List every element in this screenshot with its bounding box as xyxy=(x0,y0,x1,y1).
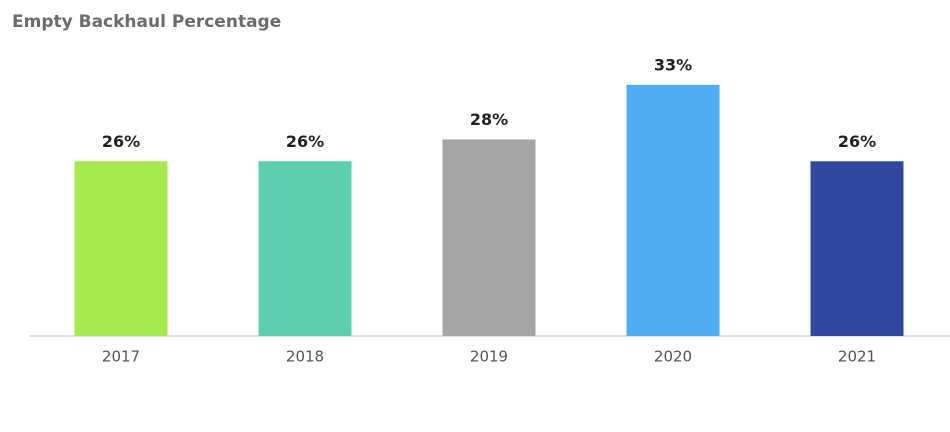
x-tick-label: 2018 xyxy=(286,348,324,366)
x-tick-label: 2019 xyxy=(470,348,508,366)
x-tick-label: 2017 xyxy=(102,348,140,366)
x-tick-label: 2020 xyxy=(654,348,692,366)
value-label: 26% xyxy=(286,132,324,151)
bar xyxy=(626,84,720,336)
chart-title: Empty Backhaul Percentage xyxy=(12,12,281,32)
x-tick-label: 2021 xyxy=(838,348,876,366)
value-label: 26% xyxy=(838,132,876,151)
bar xyxy=(74,161,168,336)
value-label: 26% xyxy=(102,132,140,151)
value-label: 33% xyxy=(654,55,692,74)
bar xyxy=(258,161,352,336)
bar xyxy=(810,161,904,336)
bar xyxy=(442,139,536,336)
value-label: 28% xyxy=(470,110,508,129)
